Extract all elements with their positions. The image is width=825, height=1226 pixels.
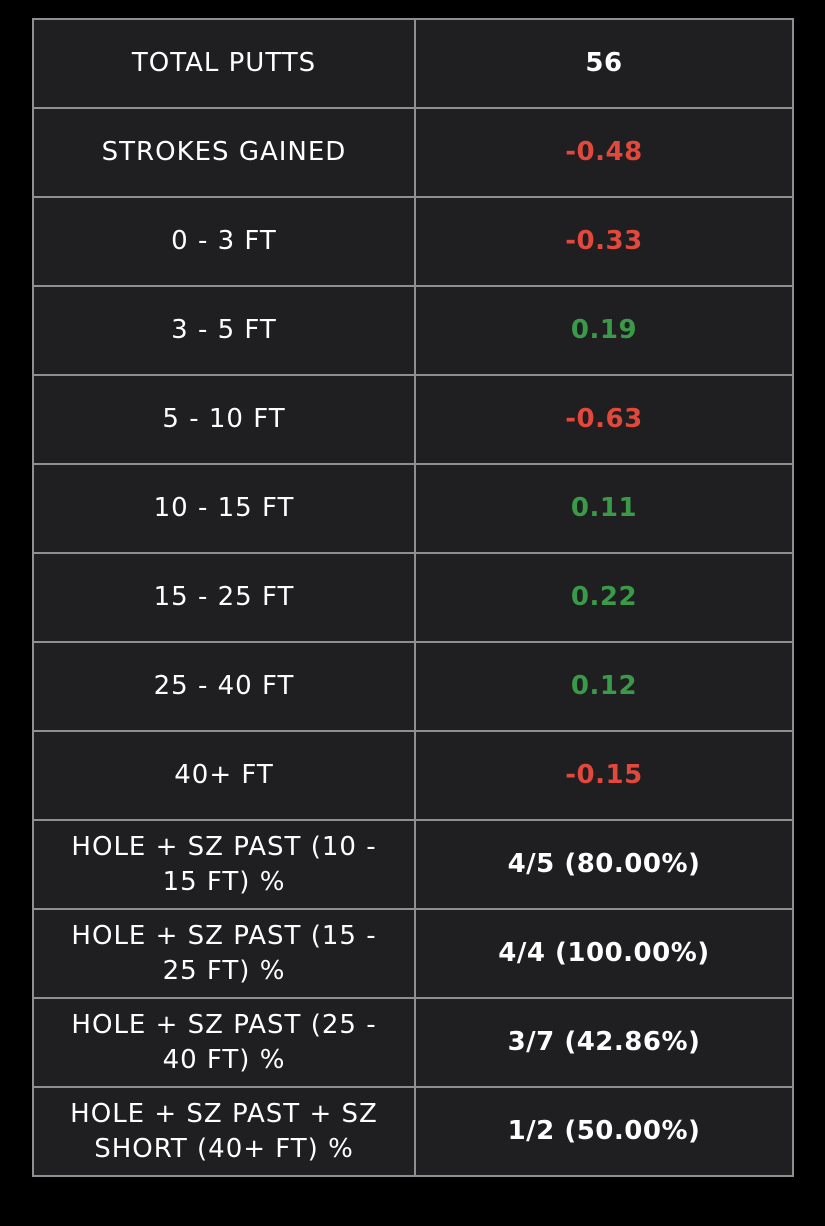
- stat-label: HOLE + SZ PAST (10 - 15 FT) %: [32, 819, 416, 910]
- stat-label: 25 - 40 FT: [32, 641, 416, 732]
- stat-label: STROKES GAINED: [32, 107, 416, 198]
- stat-label: TOTAL PUTTS: [32, 18, 416, 109]
- stats-row: HOLE + SZ PAST (15 - 25 FT) % 4/4 (100.00…: [32, 908, 794, 999]
- stats-row: STROKES GAINED -0.48: [32, 107, 794, 198]
- stat-label: 40+ FT: [32, 730, 416, 821]
- stats-row: 15 - 25 FT 0.22: [32, 552, 794, 643]
- stat-label: HOLE + SZ PAST (15 - 25 FT) %: [32, 908, 416, 999]
- stat-value: 1/2 (50.00%): [414, 1086, 794, 1177]
- stats-row: 0 - 3 FT -0.33: [32, 196, 794, 287]
- stat-value: 4/5 (80.00%): [414, 819, 794, 910]
- stat-value: 0.22: [414, 552, 794, 643]
- stats-row: 5 - 10 FT -0.63: [32, 374, 794, 465]
- stat-value: -0.63: [414, 374, 794, 465]
- stat-label: 15 - 25 FT: [32, 552, 416, 643]
- stat-value: -0.15: [414, 730, 794, 821]
- putting-stats-table: TOTAL PUTTS 56 STROKES GAINED -0.48 0 - 3 FT…: [32, 18, 794, 1177]
- stats-row: 40+ FT -0.15: [32, 730, 794, 821]
- stat-value: 56: [414, 18, 794, 109]
- stat-label: HOLE + SZ PAST + SZ SHORT (40+ FT) %: [32, 1086, 416, 1177]
- stats-row: 3 - 5 FT 0.19: [32, 285, 794, 376]
- stat-value: 0.19: [414, 285, 794, 376]
- stats-row: HOLE + SZ PAST (10 - 15 FT) % 4/5 (80.00%…: [32, 819, 794, 910]
- stat-value: -0.33: [414, 196, 794, 287]
- stats-row: HOLE + SZ PAST + SZ SHORT (40+ FT) % 1/2 …: [32, 1086, 794, 1177]
- stat-label: 0 - 3 FT: [32, 196, 416, 287]
- stat-label: 3 - 5 FT: [32, 285, 416, 376]
- stat-label: 10 - 15 FT: [32, 463, 416, 554]
- stat-label: 5 - 10 FT: [32, 374, 416, 465]
- stats-table-body: TOTAL PUTTS 56 STROKES GAINED -0.48 0 - 3 FT…: [32, 18, 794, 1177]
- stat-label: HOLE + SZ PAST (25 - 40 FT) %: [32, 997, 416, 1088]
- stat-value: 0.12: [414, 641, 794, 732]
- stat-value: 0.11: [414, 463, 794, 554]
- stats-row: 25 - 40 FT 0.12: [32, 641, 794, 732]
- stat-value: -0.48: [414, 107, 794, 198]
- stats-row: TOTAL PUTTS 56: [32, 18, 794, 109]
- stat-value: 4/4 (100.00%): [414, 908, 794, 999]
- stat-value: 3/7 (42.86%): [414, 997, 794, 1088]
- stats-row: 10 - 15 FT 0.11: [32, 463, 794, 554]
- stats-row: HOLE + SZ PAST (25 - 40 FT) % 3/7 (42.86%…: [32, 997, 794, 1088]
